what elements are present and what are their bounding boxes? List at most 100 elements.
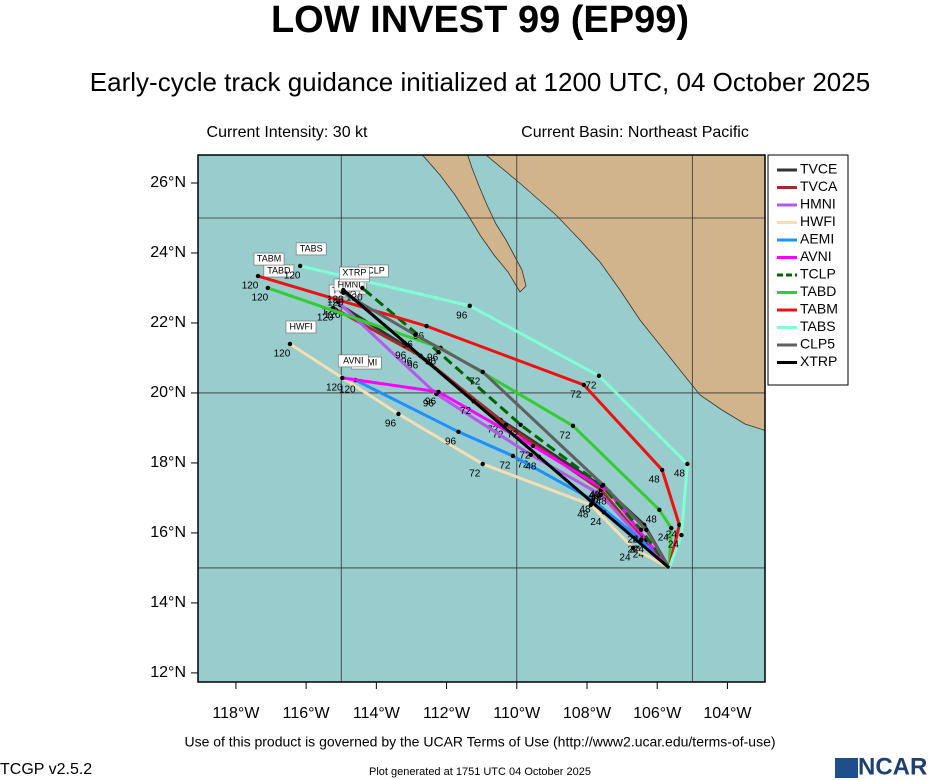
basin: Current Basin: Northeast Pacific [521,124,749,141]
hour-label: 96 [456,310,468,321]
track-point [644,527,649,532]
track-point [630,545,636,551]
hour-label: 72 [519,450,531,461]
track-point [480,369,485,375]
logo-mark [835,758,858,778]
track-point [436,349,441,355]
hour-label: 120 [324,310,341,321]
track-point [424,323,429,329]
track-point [287,341,293,347]
track-point [601,510,607,515]
hour-label: 120 [327,295,344,306]
hour-label: 120 [327,298,344,309]
track [289,342,670,570]
hour-label: 96 [395,350,407,361]
hour-label: 72 [499,461,511,472]
track-point [340,375,345,381]
y-tick-label: 16°N [150,524,186,541]
y-tick-label: 18°N [150,454,186,471]
hour-label: 96 [385,419,397,430]
legend-label: CLP5 [800,336,835,352]
logo: NCAR [858,753,927,780]
model-tag-box [337,354,369,368]
intensity: Current Intensity: 30 kt [207,124,369,141]
hour-label: 48 [674,469,686,480]
y-tick-label: 14°N [150,594,186,611]
x-tick-label: 110°W [493,705,541,722]
model-tag-box [285,320,317,334]
legend-label: TCLP [800,266,836,282]
generated: Plot generated at 1751 UTC 04 October 20… [369,766,591,778]
track-point [536,454,542,459]
x-tick-label: 114°W [353,705,401,722]
y-tick-label: 22°N [150,314,186,331]
y-tick-label: 26°N [150,174,186,191]
model-tag: HMNI [338,279,361,289]
model-tag: HWFI [289,321,312,331]
hour-label: 72 [469,469,481,480]
hour-label: 120 [252,293,269,304]
model-tag-box [295,242,327,256]
legend-label: AEMI [800,231,834,247]
track-point [685,461,690,467]
x-tick-label: 108°W [563,705,612,722]
hour-label: 96 [445,436,457,447]
track [299,264,689,569]
hour-label: 96 [425,357,437,368]
hour-label: 48 [577,510,589,521]
x-tick-label: 118°W [212,705,260,722]
legend-label: HWFI [800,213,836,229]
legend-label: AVNI [800,248,832,264]
hour-label: 96 [425,397,437,408]
legend-label: TVCE [800,161,837,177]
hour-label: 48 [590,490,602,501]
model-tag: TCLP [362,265,385,275]
hour-label: 24 [633,545,645,556]
hour-label: 72 [517,460,529,471]
x-tick-label: 104°W [703,705,752,722]
track-point [596,373,602,379]
map-frame [197,154,766,683]
track-point [600,482,606,488]
model-tag: AVNI [343,355,363,365]
legend-label: TABD [800,283,836,299]
hour-label: 24 [628,534,640,545]
x-tick-label: 112°W [423,705,471,722]
track-point [396,411,401,417]
x-tick-label: 106°W [633,705,682,722]
track [354,378,671,569]
legend-label: HMNI [800,196,836,212]
legend [767,154,849,386]
model-tag: TABD [267,265,291,275]
hour-label: 48 [596,497,608,508]
track-point [413,332,418,338]
title: LOW INVEST 99 (EP99) [271,0,689,41]
track [342,291,671,569]
x-tick-label: 116°W [283,705,331,722]
track-point [598,492,604,497]
hour-label: 24 [666,530,678,541]
hour-label: 96 [427,352,439,363]
track [257,274,681,569]
hour-label: 24 [590,517,602,528]
model-tag-box [253,252,285,266]
hour-label: 72 [469,377,481,388]
track-point [638,537,644,543]
hour-label: 120 [317,313,334,324]
hour-label: 72 [585,380,597,391]
track-point [406,343,411,348]
track [267,286,673,569]
subtitle: Early-cycle track guidance initialized a… [90,67,870,97]
model-tag: XTRP [342,267,366,277]
hour-label: 120 [326,383,343,394]
track-point [669,525,674,531]
track-point [480,461,485,467]
track-point [255,273,261,279]
hour-label: 24 [633,549,645,560]
legend-label: XTRP [800,353,837,369]
track-point [456,429,461,434]
track-point [677,522,682,528]
track-point [679,532,684,538]
track-point [360,285,365,291]
